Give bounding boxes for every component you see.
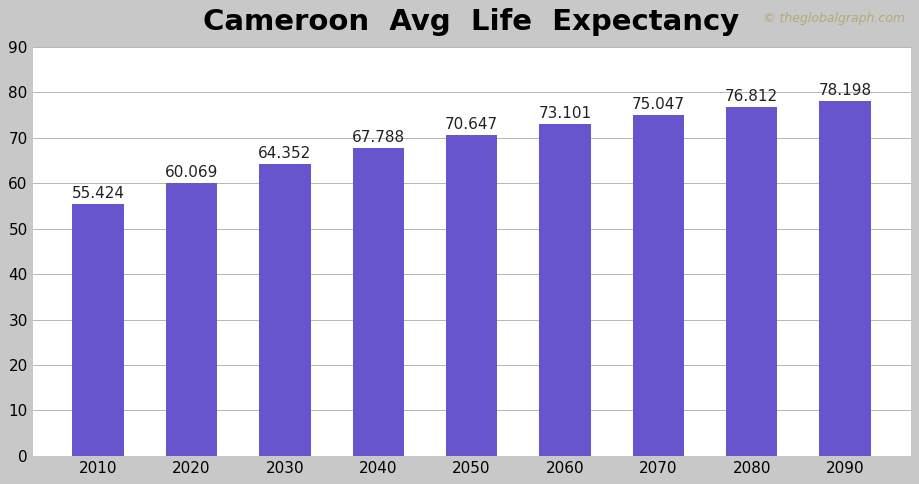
Bar [539, 124, 591, 456]
Bar [632, 115, 684, 456]
Text: 60.069: 60.069 [165, 165, 218, 180]
Text: 75.047: 75.047 [632, 97, 685, 112]
Bar [726, 107, 777, 456]
Bar [446, 135, 497, 456]
Bar [820, 101, 871, 456]
Text: 64.352: 64.352 [258, 146, 312, 161]
Text: © theglobalgraph.com: © theglobalgraph.com [763, 12, 905, 25]
Bar [353, 148, 404, 456]
Bar [259, 164, 311, 456]
Text: 78.198: 78.198 [819, 83, 871, 98]
Bar [165, 183, 217, 456]
Bar [73, 204, 124, 456]
Text: 67.788: 67.788 [352, 130, 404, 145]
Text: 70.647: 70.647 [445, 117, 498, 132]
Title: Cameroon  Avg  Life  Expectancy: Cameroon Avg Life Expectancy [203, 8, 740, 36]
Text: 55.424: 55.424 [72, 186, 125, 201]
Text: 76.812: 76.812 [725, 89, 778, 104]
Text: 73.101: 73.101 [539, 106, 592, 121]
